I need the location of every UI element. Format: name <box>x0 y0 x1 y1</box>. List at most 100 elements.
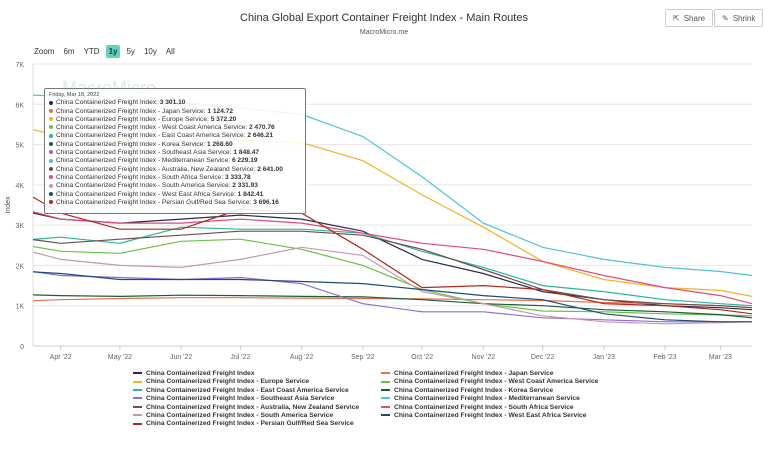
chart-plot[interactable]: 0 1K 2K 3K 4K 5K 6K 7K Apr '22 May '22 Jun '22 Jul … <box>0 0 768 365</box>
x-tick-label: May '22 <box>108 354 132 361</box>
tooltip-value: 2 646.21 <box>247 132 273 140</box>
tooltip-value: 3 333.78 <box>224 173 251 181</box>
zoom-10y[interactable]: 10y <box>143 47 157 56</box>
series-dot <box>49 142 53 147</box>
chart-title: China Global Export Container Freight In… <box>240 12 528 24</box>
zoom-5y[interactable]: 5y <box>126 47 135 56</box>
legend-item[interactable]: China Containerized Freight Index - Aust… <box>133 404 381 412</box>
tooltip-date: Friday, Mar 18, 2022 <box>49 92 100 98</box>
legend-label: China Containerized Freight Index - West… <box>394 378 599 386</box>
legend-label: China Containerized Freight Index - Medi… <box>394 395 580 403</box>
series-line <box>32 196 753 315</box>
legend-swatch <box>133 380 142 383</box>
series-dot <box>49 100 53 105</box>
series-dot <box>49 117 53 122</box>
tooltip-row: China Containerized Freight Index: 3 301… <box>49 99 301 107</box>
legend-item[interactable]: China Containerized Freight Index - West… <box>381 378 631 386</box>
tooltip-value: 1 848.47 <box>233 149 260 157</box>
legend-swatch <box>381 372 390 375</box>
series-line <box>32 212 753 311</box>
y-tick-label: 3K <box>15 223 24 230</box>
legend-swatch <box>381 389 390 392</box>
zoom-6m[interactable]: 6m <box>63 47 75 56</box>
legend-item[interactable]: China Containerized Freight Index - West… <box>381 412 631 420</box>
tooltip-value: 1 124.72 <box>207 107 234 115</box>
legend-item[interactable]: China Containerized Freight Index - Sout… <box>381 404 631 412</box>
tooltip-label: China Containerized Freight Index - Japa… <box>56 107 204 115</box>
legend-label: China Containerized Freight Index - Sout… <box>146 395 335 403</box>
y-tick-label: 7K <box>15 62 24 69</box>
legend-item[interactable]: China Containerized Freight Index <box>133 370 381 378</box>
legend-item[interactable]: China Containerized Freight Index - Japa… <box>381 370 631 378</box>
legend: China Containerized Freight Index China C… <box>133 370 653 429</box>
series-line <box>32 230 753 309</box>
tooltip-row: China Containerized Freight Index - Aust… <box>49 166 301 174</box>
legend-swatch <box>133 397 142 400</box>
x-tick-label: Jul '22 <box>230 354 250 361</box>
tooltip-value: 1 842.41 <box>237 190 264 198</box>
zoom-ytd[interactable]: YTD <box>83 47 100 56</box>
legend-item[interactable]: China Containerized Freight Index - Pers… <box>133 420 381 428</box>
tooltip-label: China Containerized Freight Index - Pers… <box>56 198 250 206</box>
tooltip-row: China Containerized Freight Index - Japa… <box>49 108 301 116</box>
tooltip-value: 2 470.76 <box>249 124 275 132</box>
pencil-icon: ✎ <box>722 13 729 23</box>
legend-item[interactable]: China Containerized Freight Index - East… <box>133 387 381 395</box>
share-icon: ⇱ <box>673 13 680 23</box>
zoom-label: Zoom <box>34 47 55 56</box>
tooltip-row: China Containerized Freight Index - Pers… <box>49 199 301 207</box>
legend-swatch <box>133 405 142 408</box>
x-tick-label: Aug '22 <box>290 354 314 361</box>
tooltip-value: 3 696.16 <box>253 198 279 206</box>
legend-item[interactable]: China Containerized Freight Index - Kore… <box>381 387 631 395</box>
legend-item[interactable]: China Containerized Freight Index - Euro… <box>133 378 381 386</box>
x-tick-label: Dec '22 <box>531 354 555 361</box>
tooltip-value: 5 372.20 <box>210 115 237 123</box>
y-tick-label: 4K <box>15 183 24 190</box>
tooltip-label: China Containerized Freight Index - West… <box>56 124 246 132</box>
legend-item[interactable]: China Containerized Freight Index - Sout… <box>133 412 381 420</box>
legend-label: China Containerized Freight Index - Euro… <box>146 378 310 386</box>
y-tick-label: 6K <box>15 102 24 109</box>
tooltip-value: 3 301.10 <box>159 99 186 107</box>
zoom-1y[interactable]: 1y <box>105 45 121 58</box>
series-dot <box>49 166 53 171</box>
tooltip-label: China Containerized Freight Index - Euro… <box>56 115 208 123</box>
zoom-selector: Zoom 6m YTD 1y 5y 10y All <box>31 45 178 58</box>
series-dot <box>49 108 53 113</box>
tooltip-row: China Containerized Freight Index - East… <box>49 132 301 140</box>
series-line <box>32 271 752 323</box>
series-dot <box>49 150 53 155</box>
legend-label: China Containerized Freight Index - Japa… <box>394 370 554 377</box>
legend-swatch <box>133 389 142 392</box>
legend-item[interactable]: China Containerized Freight Index - Sout… <box>133 395 381 403</box>
tooltip-row: China Containerized Freight Index - Sout… <box>49 149 301 157</box>
legend-label: China Containerized Freight Index - East… <box>146 386 349 394</box>
legend-label: China Containerized Freight Index - Sout… <box>394 403 574 411</box>
shrink-button[interactable]: ✎ Shrink <box>714 9 764 27</box>
share-button[interactable]: ⇱ Share <box>665 9 714 27</box>
tooltip-label: China Containerized Freight Index <box>56 99 157 107</box>
zoom-all[interactable]: All <box>165 47 175 56</box>
x-tick-label: Nov '22 <box>472 354 496 361</box>
tooltip-label: China Containerized Freight Index - Medi… <box>56 157 229 165</box>
legend-label: China Containerized Freight Index <box>146 370 255 377</box>
tooltip-value: 2 331.93 <box>232 182 258 190</box>
legend-label: China Containerized Freight Index - Kore… <box>394 386 554 394</box>
series-line <box>32 271 752 323</box>
series-dot <box>49 200 53 205</box>
y-axis-label: Index <box>5 196 12 214</box>
tooltip-row: China Containerized Freight Index - West… <box>49 124 301 132</box>
tooltip-label: China Containerized Freight Index - Kore… <box>56 140 204 148</box>
legend-item[interactable]: China Containerized Freight Index - Medi… <box>381 395 631 403</box>
x-tick-label: Feb '23 <box>654 354 677 361</box>
chart-subtitle: MacroMicro.me <box>359 29 409 36</box>
tooltip-row: China Containerized Freight Index - Euro… <box>49 116 301 124</box>
x-tick-label: Sep '22 <box>351 354 375 361</box>
y-tick-label: 2K <box>15 263 24 270</box>
series-line <box>32 294 753 319</box>
legend-swatch <box>381 405 390 408</box>
tooltip-label: China Containerized Freight Index - East… <box>56 132 244 140</box>
x-tick-label: Apr '22 <box>50 354 72 361</box>
tooltip-row: China Containerized Freight Index - West… <box>49 191 301 199</box>
